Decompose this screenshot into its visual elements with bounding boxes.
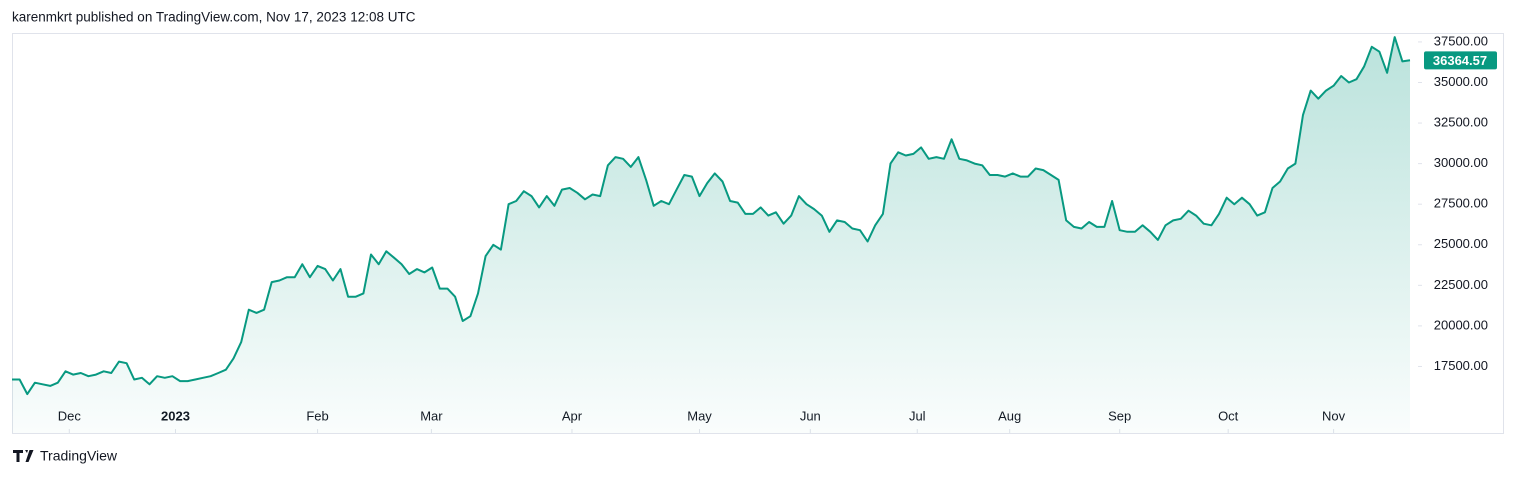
price-line (12, 36, 1411, 396)
y-tick-label: 30000.00 (1434, 155, 1488, 170)
y-tick-label: 20000.00 (1434, 317, 1488, 332)
y-tick-label: 37500.00 (1434, 33, 1488, 48)
y-tick-label: 22500.00 (1434, 277, 1488, 292)
y-tick-label: 25000.00 (1434, 236, 1488, 251)
y-tick-label: 27500.00 (1434, 196, 1488, 211)
header: karenmkrt published on TradingView.com, … (12, 10, 416, 25)
plot-border (12, 33, 1504, 434)
y-tick-label: 35000.00 (1434, 74, 1488, 89)
y-tick-label: 17500.00 (1434, 358, 1488, 373)
last-price-box (1424, 51, 1497, 70)
y-tick-label: 32500.00 (1434, 114, 1488, 129)
last-price-label: 36364.57 (1433, 53, 1487, 68)
brand: TradingView (40, 448, 118, 464)
area-fill (12, 37, 1410, 433)
brand-logo (13, 450, 34, 462)
